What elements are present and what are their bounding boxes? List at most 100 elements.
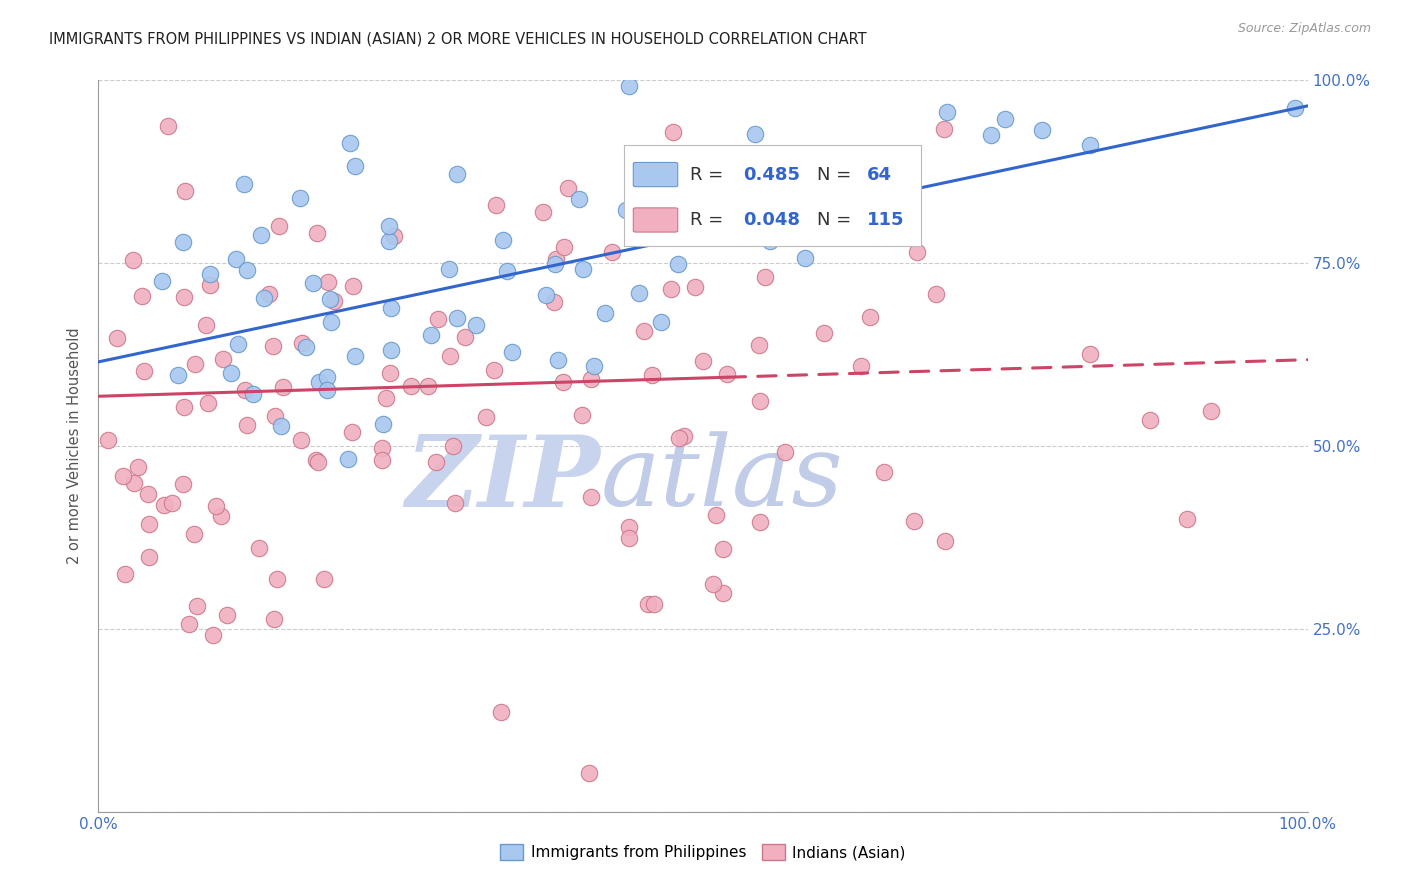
Point [427, 312, 450, 326]
Point [380, 366, 402, 380]
Point [704, 508, 727, 522]
Point [934, 534, 956, 549]
Point [312, 573, 335, 587]
Point [290, 191, 312, 205]
Point [295, 340, 318, 354]
Point [793, 251, 815, 265]
Point [446, 167, 468, 181]
Point [134, 363, 156, 377]
Point [1199, 403, 1222, 417]
Point [380, 343, 402, 357]
FancyBboxPatch shape [633, 208, 678, 232]
Point [692, 353, 714, 368]
Point [553, 240, 575, 254]
Point [226, 337, 249, 351]
Point [183, 527, 205, 541]
Point [668, 431, 690, 445]
Point [1031, 122, 1053, 136]
Text: Source: ZipAtlas.com: Source: ZipAtlas.com [1237, 22, 1371, 36]
Point [748, 338, 770, 352]
Point [666, 257, 689, 271]
Point [716, 368, 738, 382]
Point [173, 290, 195, 304]
Point [655, 171, 678, 186]
Point [683, 280, 706, 294]
Point [673, 429, 696, 443]
Point [307, 455, 329, 469]
Point [617, 520, 640, 534]
Point [980, 128, 1002, 143]
Point [153, 498, 176, 512]
Point [250, 228, 273, 243]
Text: R =: R = [689, 211, 728, 229]
Point [174, 184, 197, 198]
Point [105, 331, 128, 345]
Point [242, 387, 264, 401]
Point [628, 285, 651, 300]
Point [905, 245, 928, 260]
Point [425, 455, 447, 469]
Point [131, 289, 153, 303]
Point [744, 127, 766, 141]
Point [859, 310, 882, 324]
Point [233, 177, 256, 191]
Point [184, 357, 207, 371]
Point [270, 419, 292, 434]
Point [439, 350, 461, 364]
Point [290, 433, 312, 447]
Point [650, 314, 672, 328]
Point [157, 120, 180, 134]
Point [124, 476, 146, 491]
Text: N =: N = [817, 166, 858, 184]
Point [595, 306, 617, 320]
Point [491, 705, 513, 719]
Point [702, 577, 724, 591]
Point [264, 409, 287, 423]
Point [446, 311, 468, 326]
Point [1284, 101, 1306, 115]
Point [378, 234, 401, 248]
Point [138, 549, 160, 564]
Point [247, 541, 270, 555]
Point [219, 366, 242, 380]
Point [342, 279, 364, 293]
Text: atlas: atlas [600, 431, 844, 526]
Point [374, 391, 396, 405]
Point [773, 445, 796, 459]
Point [322, 293, 344, 308]
Point [754, 270, 776, 285]
Point [568, 192, 591, 206]
Point [501, 345, 523, 359]
Point [305, 452, 328, 467]
Point [903, 514, 925, 528]
Point [454, 330, 477, 344]
Point [302, 276, 325, 290]
Point [1175, 512, 1198, 526]
Point [315, 369, 337, 384]
Point [253, 291, 276, 305]
Point [225, 252, 247, 266]
Point [811, 230, 834, 244]
Point [443, 495, 465, 509]
Point [873, 465, 896, 479]
Point [925, 287, 948, 301]
Point [172, 477, 194, 491]
Point [644, 201, 666, 215]
Point [748, 393, 770, 408]
Point [233, 383, 256, 397]
Point [464, 318, 486, 332]
Point [172, 235, 194, 249]
FancyBboxPatch shape [633, 162, 678, 186]
Point [204, 500, 226, 514]
Point [475, 410, 498, 425]
Point [291, 336, 314, 351]
Point [492, 233, 515, 247]
Point [659, 281, 682, 295]
Point [1078, 347, 1101, 361]
Point [215, 607, 238, 622]
Point [186, 599, 208, 613]
Point [664, 170, 686, 185]
Point [557, 181, 579, 195]
Point [173, 401, 195, 415]
Point [579, 372, 602, 386]
